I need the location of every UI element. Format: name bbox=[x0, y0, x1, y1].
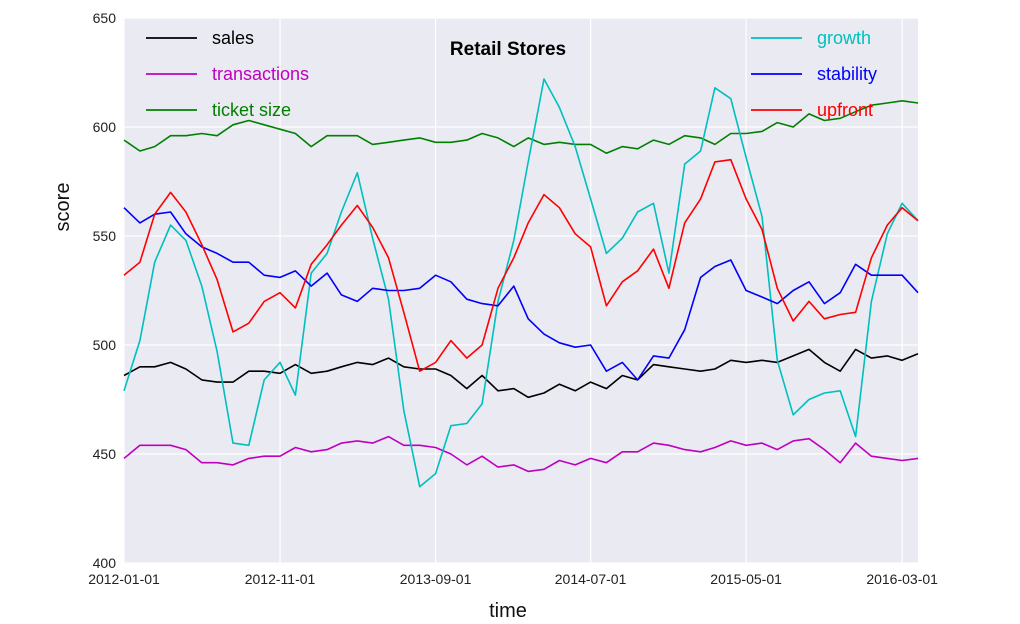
y-tick-label: 400 bbox=[93, 555, 117, 571]
x-tick-label: 2015-05-01 bbox=[710, 571, 782, 587]
series-lines bbox=[123, 78, 919, 488]
y-tick-label: 450 bbox=[93, 446, 117, 462]
chart-title: Retail Stores bbox=[450, 39, 566, 60]
series-line-sales bbox=[123, 348, 919, 399]
plot-area bbox=[124, 18, 918, 563]
series-line-stability bbox=[123, 207, 919, 381]
series-line-upfront bbox=[123, 158, 919, 373]
x-tick-label: 2016-03-01 bbox=[866, 571, 938, 587]
legend-label: upfront bbox=[817, 100, 873, 120]
legend-label: transactions bbox=[212, 64, 309, 84]
legend-label: sales bbox=[212, 28, 254, 48]
x-tick-label: 2014-07-01 bbox=[555, 571, 627, 587]
legend: sales transactions ticket size growth stabil… bbox=[146, 28, 877, 120]
y-tick-label: 600 bbox=[93, 119, 117, 135]
series-line-ticket-size bbox=[123, 100, 919, 154]
legend-label: stability bbox=[817, 64, 877, 84]
x-tick-label: 2013-09-01 bbox=[400, 571, 472, 587]
series-line-growth bbox=[123, 78, 919, 488]
x-axis-title: time bbox=[489, 600, 527, 622]
y-tick-label: 550 bbox=[93, 228, 117, 244]
y-tick-label: 650 bbox=[93, 10, 117, 26]
legend-label: ticket size bbox=[212, 100, 291, 120]
y-axis-title: score bbox=[52, 183, 74, 232]
x-tick-label: 2012-01-01 bbox=[88, 571, 160, 587]
series-line-transactions bbox=[123, 435, 919, 473]
y-tick-label: 500 bbox=[93, 337, 117, 353]
x-tick-label: 2012-11-01 bbox=[245, 571, 316, 587]
x-tick-labels: 2012-01-01 2012-11-01 2013-09-01 2014-07-01… bbox=[88, 571, 938, 587]
legend-label: growth bbox=[817, 28, 871, 48]
y-tick-labels: 400 450 500 550 600 650 bbox=[93, 10, 117, 571]
